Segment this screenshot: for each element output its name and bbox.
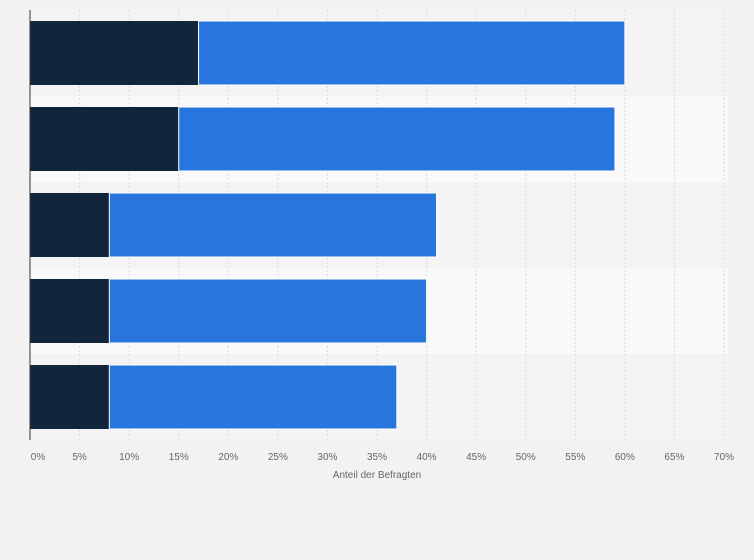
bar-segment-2-row-2: [178, 106, 616, 172]
bar-segment-1-row-5: [30, 365, 110, 429]
x-tick-label: 25%: [268, 452, 288, 463]
x-tick-label: 45%: [466, 452, 486, 463]
x-tick-label: 40%: [417, 452, 437, 463]
x-tick-label: 35%: [367, 452, 387, 463]
bar-segment-1-row-4: [30, 279, 110, 343]
bar-segment-2-row-3: [108, 192, 437, 258]
x-tick-label: 60%: [615, 452, 635, 463]
x-tick-label: 30%: [317, 452, 337, 463]
bar-segment-2-row-1: [198, 20, 626, 86]
bar-segment-1-row-1: [30, 21, 199, 85]
bar-segment-2-row-4: [108, 278, 428, 344]
x-tick-label: 0%: [31, 452, 46, 463]
bar-segment-1-row-3: [30, 193, 110, 257]
x-axis-label: Anteil der Befragten: [333, 470, 421, 481]
x-tick-label: 10%: [119, 452, 139, 463]
x-tick-label: 55%: [565, 452, 585, 463]
x-tick-label: 65%: [664, 452, 684, 463]
x-tick-label: 70%: [714, 452, 734, 463]
x-tick-label: 20%: [218, 452, 238, 463]
x-tick-label: 15%: [169, 452, 189, 463]
bar-segment-1-row-2: [30, 107, 179, 171]
bar-segment-2-row-5: [108, 364, 398, 430]
x-tick-label: 5%: [72, 452, 87, 463]
x-tick-label: 50%: [516, 452, 536, 463]
